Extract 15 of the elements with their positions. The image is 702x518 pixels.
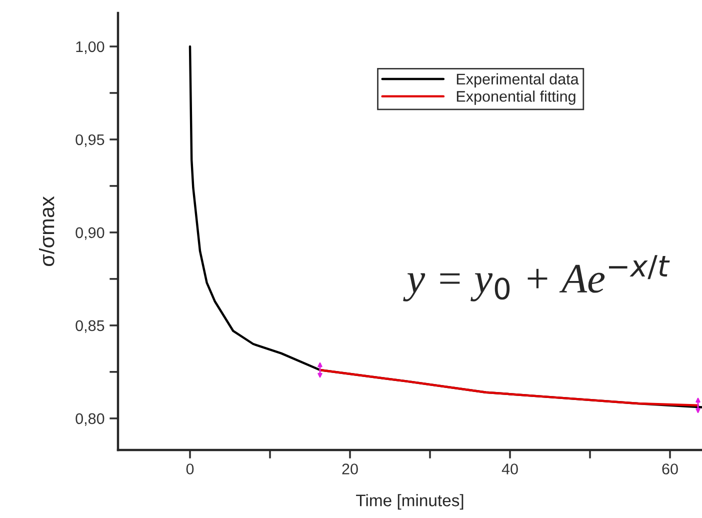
x-tick-label: 0 — [186, 464, 194, 474]
y-tick-label: 1,00 — [76, 41, 104, 54]
y-tick-label: 0,90 — [76, 227, 104, 240]
y-axis-title: σ/σmax — [38, 196, 54, 266]
y-tick-label: 0,95 — [76, 134, 104, 147]
line-series — [318, 368, 700, 406]
legend-label: Exponential fitting — [456, 90, 576, 105]
y-tick-label: 0,85 — [76, 320, 104, 333]
y-tick-label: 0,80 — [76, 413, 104, 426]
x-tick-label: 20 — [342, 464, 358, 474]
legend-label: Experimental data — [456, 73, 579, 88]
x-tick-label: 40 — [502, 464, 518, 474]
x-axis-title: Time [minutes] — [356, 494, 464, 510]
annotation: y = y$_{0}$ + Ae$^{−x/t}$ — [403, 255, 670, 302]
x-tick-label: 60 — [662, 464, 678, 474]
